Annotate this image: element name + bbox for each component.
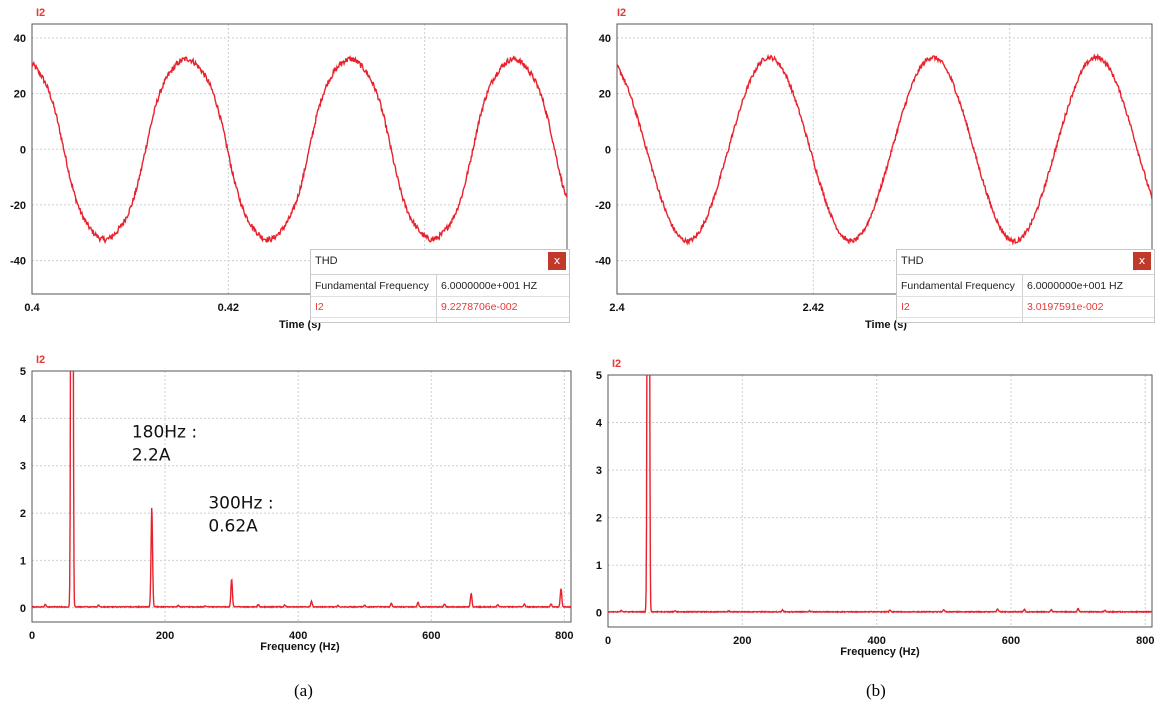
trace-label: I2: [617, 7, 626, 19]
thd-panel-title: THD: [315, 255, 338, 267]
x-tick-label: 2.42: [803, 302, 824, 314]
series-line: [617, 52, 1152, 246]
y-tick-label: 0: [596, 608, 602, 620]
x-tick-label: 800: [1136, 635, 1154, 647]
x-tick-label: 400: [289, 630, 307, 642]
thd-panel-header[interactable]: THD x: [897, 250, 1154, 275]
thd-panel-a: THD x Fundamental Frequency 6.0000000e+0…: [310, 249, 570, 323]
y-tick-label: 40: [599, 33, 611, 45]
y-tick-label: 2: [20, 508, 26, 520]
thd-row-value: 3.0197591e-002: [1027, 301, 1104, 313]
y-tick-label: 4: [20, 413, 27, 425]
x-tick-label: 600: [1002, 635, 1020, 647]
y-tick-label: 1: [596, 560, 602, 572]
thd-panel-b: THD x Fundamental Frequency 6.0000000e+0…: [896, 249, 1155, 323]
y-tick-label: 40: [14, 33, 26, 45]
thd-row-label: Fundamental Frequency: [315, 280, 429, 292]
annotation-label: 180Hz : 2.2A: [132, 422, 197, 465]
thd-row-i2: I2 3.0197591e-002: [897, 297, 1154, 318]
plot-frame: [31, 370, 572, 623]
thd-row-value: 6.0000000e+001 HZ: [441, 280, 538, 292]
close-icon[interactable]: x: [548, 252, 566, 270]
x-tick-label: 800: [555, 630, 573, 642]
annotation-line: 300Hz :: [208, 493, 273, 513]
thd-row-label: Fundamental Frequency: [901, 280, 1015, 292]
thd-row-fundamental: Fundamental Frequency 6.0000000e+001 HZ: [311, 276, 569, 297]
x-tick-label: 0.4: [24, 302, 40, 314]
y-tick-label: -20: [10, 200, 26, 212]
y-tick-label: 0: [20, 144, 26, 156]
y-tick-label: 5: [20, 366, 26, 378]
trace-label: I2: [36, 7, 45, 19]
thd-panel-title: THD: [901, 255, 924, 267]
y-tick-label: 0: [605, 144, 611, 156]
thd-row-value: 6.0000000e+001 HZ: [1027, 280, 1124, 292]
series-line: [32, 54, 567, 245]
thd-row-fundamental: Fundamental Frequency 6.0000000e+001 HZ: [897, 276, 1154, 297]
thd-panel-header[interactable]: THD x: [311, 250, 569, 275]
y-tick-label: 4: [596, 418, 603, 430]
x-axis-title: Frequency (Hz): [260, 641, 340, 653]
close-icon[interactable]: x: [1133, 252, 1151, 270]
plot-frame: [607, 374, 1153, 628]
annotation-line: 0.62A: [208, 516, 258, 536]
y-tick-label: -40: [595, 256, 611, 268]
x-tick-label: 2.4: [609, 302, 625, 314]
x-tick-label: 200: [156, 630, 174, 642]
caption-b: (b): [866, 681, 886, 700]
y-tick-label: 3: [20, 461, 26, 473]
y-tick-label: 0: [20, 603, 26, 615]
thd-row-label: I2: [901, 301, 910, 313]
plot-frame: [616, 23, 1153, 295]
y-tick-label: 2: [596, 513, 602, 525]
series-line: [32, 371, 571, 609]
panel-b-frequency: 0 200 400 600 800 0 1 2 3 4 5 I2 Frequency (Hz): [596, 358, 1155, 658]
y-tick-label: -40: [10, 256, 26, 268]
y-tick-label: 20: [599, 89, 611, 101]
plot-frame: [31, 23, 568, 295]
thd-column-divider: [1022, 274, 1023, 322]
x-tick-label: 0: [605, 635, 611, 647]
x-tick-label: 200: [733, 635, 751, 647]
x-tick-label: 600: [422, 630, 440, 642]
thd-row-i2: I2 9.2278706e-002: [311, 297, 569, 318]
x-tick-label: 0.42: [218, 302, 239, 314]
panel-a-frequency: 0 200 400 600 800 0 1 2 3 4 5 I2 Frequency (Hz) 180Hz…: [20, 354, 574, 653]
y-tick-label: 3: [596, 465, 602, 477]
annotation-label: 300Hz : 0.62A: [208, 493, 273, 536]
thd-row-value: 9.2278706e-002: [441, 301, 518, 313]
annotation-line: 180Hz :: [132, 422, 197, 442]
annotation-line: 2.2A: [132, 445, 171, 465]
trace-label: I2: [36, 354, 45, 366]
thd-column-divider: [436, 274, 437, 322]
y-tick-label: 5: [596, 370, 602, 382]
x-tick-label: 0: [29, 630, 35, 642]
y-tick-label: 1: [20, 555, 26, 567]
y-tick-label: -20: [595, 200, 611, 212]
caption-a: (a): [294, 681, 313, 700]
x-tick-label: 400: [867, 635, 885, 647]
series-line: [608, 375, 1152, 614]
thd-row-label: I2: [315, 301, 324, 313]
x-axis-title: Frequency (Hz): [840, 646, 920, 658]
trace-label: I2: [612, 358, 621, 370]
y-tick-label: 20: [14, 89, 26, 101]
